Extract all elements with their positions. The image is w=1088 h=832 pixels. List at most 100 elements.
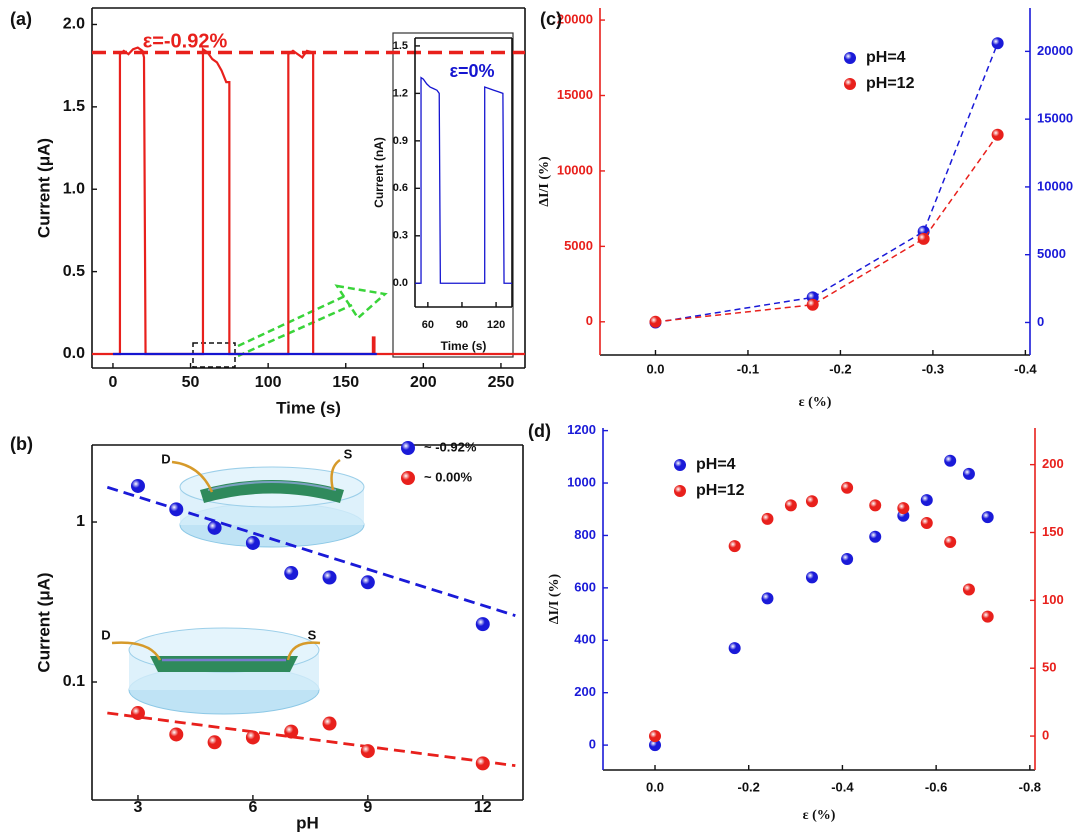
data-point <box>284 566 299 581</box>
x-tick-label: 0.0 <box>646 779 664 794</box>
y-tick-label: 5000 <box>564 238 593 253</box>
device-label: D <box>161 451 170 466</box>
device-label: S <box>308 627 317 642</box>
device-label: S <box>344 446 353 461</box>
x-tick-label: -0.3 <box>922 361 944 376</box>
x-tick-label: -0.2 <box>829 361 851 376</box>
y-tick-label: 0.0 <box>63 345 85 362</box>
data-point <box>991 37 1004 50</box>
legend-marker <box>844 78 856 90</box>
y-tick-label: 1000 <box>567 474 596 489</box>
legend-marker <box>674 459 686 471</box>
data-point <box>322 716 337 731</box>
y-tick-label: 1.5 <box>393 40 408 52</box>
x-tick-label: 9 <box>363 799 372 816</box>
data-point <box>981 610 994 623</box>
data-point <box>245 535 260 550</box>
x-tick-label: 0.0 <box>646 361 664 376</box>
y2-tick-label: 0 <box>1037 314 1044 329</box>
y2-tick-label: 200 <box>1042 456 1064 471</box>
legend-label: ~ 0.00% <box>424 469 473 484</box>
y-tick-label: 1.2 <box>393 87 408 99</box>
x-tick-label: 100 <box>255 374 282 391</box>
y-tick-label: 20000 <box>557 12 593 27</box>
data-point <box>962 583 975 596</box>
data-point <box>130 706 145 721</box>
data-point <box>869 499 882 512</box>
device-label: D <box>101 627 110 642</box>
x-tick-label: -0.2 <box>738 779 760 794</box>
x-tick-label: 6 <box>248 799 257 816</box>
data-point <box>784 499 797 512</box>
panel: 3 6 9 12 0.1 1 pH Current (μA) (b) D S D S ~ -0.92% ~ … <box>10 434 524 832</box>
data-point <box>841 481 854 494</box>
data-point <box>245 730 260 745</box>
y2-tick-label: 150 <box>1042 524 1064 539</box>
x-tick-label: 250 <box>488 374 515 391</box>
data-point <box>944 536 957 548</box>
data-point <box>475 617 490 632</box>
y2-tick-label: 50 <box>1042 660 1056 675</box>
y-tick-label: 10000 <box>557 162 593 177</box>
data-point <box>649 315 662 328</box>
data-point <box>805 495 818 508</box>
device-bent <box>171 458 365 548</box>
inset-frame <box>392 32 514 358</box>
data-point <box>728 540 741 553</box>
y-axis-label: Current (μA) <box>34 138 53 238</box>
y-axis-label: Current (μA) <box>34 572 53 672</box>
data-line <box>92 46 525 356</box>
legend-marker <box>844 52 856 64</box>
fit-line <box>107 711 516 768</box>
data-point <box>169 502 184 517</box>
y-tick-label: 2.0 <box>63 16 85 33</box>
data-point <box>869 530 882 543</box>
data-point <box>841 553 854 566</box>
y-tick-label: 0 <box>586 313 593 328</box>
connector-line <box>655 42 999 324</box>
y2-tick-label: 15000 <box>1037 111 1073 126</box>
data-point <box>962 467 975 480</box>
x-tick-label: 120 <box>487 319 505 331</box>
y-tick-label: 1.5 <box>63 98 85 115</box>
x-tick-label: -0.6 <box>925 779 947 794</box>
device-flat <box>111 627 321 715</box>
y-tick-label: 0.6 <box>393 182 408 194</box>
x-tick-label: 200 <box>410 374 437 391</box>
panel-label: (a) <box>10 9 32 29</box>
data-point <box>806 298 819 311</box>
y-tick-label: 0.9 <box>393 135 408 147</box>
y2-tick-label: 20000 <box>1037 43 1073 58</box>
data-point <box>981 511 994 524</box>
x-tick-label: 0 <box>108 374 117 391</box>
annotation: ε=0% <box>449 61 494 81</box>
x-tick-label: 150 <box>332 374 359 391</box>
y-tick-label: 200 <box>574 684 596 699</box>
x-tick-label: 50 <box>182 374 200 391</box>
zoom-arrow <box>237 294 353 358</box>
y2-tick-label: 5000 <box>1037 246 1066 261</box>
y-axis-label: Current (nA) <box>372 137 386 208</box>
x-axis-label: ε (%) <box>803 808 836 823</box>
legend-label: pH=4 <box>696 456 736 473</box>
x-tick-label: 60 <box>422 319 434 331</box>
y-tick-label: 1200 <box>567 422 596 437</box>
data-point <box>130 478 145 493</box>
legend-label: ~ -0.92% <box>424 439 477 454</box>
panel: 0 50 100 150 200 250 0.0 0.5 1.0 1.5 2.0 Time (s) Cu… <box>10 7 526 417</box>
y-tick-label: 0.0 <box>393 277 408 289</box>
data-point <box>649 730 662 743</box>
data-point <box>897 502 910 515</box>
data-line <box>415 76 512 284</box>
y-tick-label: 0.1 <box>63 673 85 690</box>
y-tick-label: 15000 <box>557 87 593 102</box>
y-tick-label: 1.0 <box>63 180 85 197</box>
panel-label: (b) <box>10 434 33 454</box>
data-point <box>169 727 184 742</box>
panel: 0.0 -0.1 -0.2 -0.3 -0.4 0 5000 10000 15000 20000 0… <box>537 8 1073 410</box>
legend-label: pH=12 <box>866 75 915 92</box>
legend-marker <box>401 471 415 485</box>
data-point <box>207 520 222 535</box>
y-tick-label: 800 <box>574 527 596 542</box>
